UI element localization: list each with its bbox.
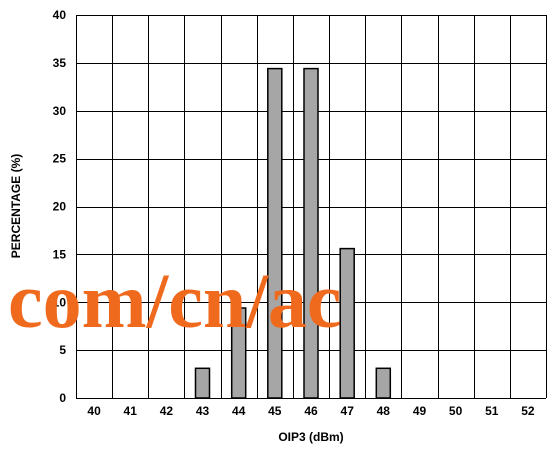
y-axis-title: PERCENTAGE (%) [9, 154, 23, 258]
y-tick-labels: 0 5 10 15 20 25 30 35 40 [53, 8, 67, 405]
x-tick-label: 40 [87, 404, 101, 418]
y-tick-label: 25 [53, 152, 67, 166]
y-tick-label: 0 [59, 391, 66, 405]
y-tick-label: 15 [53, 247, 67, 261]
x-tick-label: 49 [413, 404, 427, 418]
x-tick-label: 50 [449, 404, 463, 418]
x-tick-label: 42 [160, 404, 174, 418]
bar-46 [303, 67, 319, 399]
x-tick-label: 44 [232, 404, 246, 418]
x-tick-label: 47 [341, 404, 355, 418]
bar-47 [339, 247, 355, 399]
y-tick-label: 20 [53, 200, 67, 214]
x-tick-label: 45 [268, 404, 282, 418]
y-tick-label: 10 [53, 295, 67, 309]
bar-48 [375, 367, 392, 399]
watermark-text: com/cn/ac [8, 257, 342, 344]
x-tick-label: 52 [521, 404, 535, 418]
bar-44 [230, 307, 247, 399]
y-tick-label: 5 [59, 343, 66, 357]
bars-group [194, 67, 392, 399]
x-tick-label: 43 [196, 404, 210, 418]
y-tick-label: 30 [53, 104, 67, 118]
x-tick-label: 51 [485, 404, 499, 418]
bar-45 [267, 67, 283, 399]
x-tick-label: 46 [304, 404, 318, 418]
bar-43 [194, 367, 211, 399]
x-tick-labels: 40 41 42 43 44 45 46 47 48 49 50 51 52 [87, 404, 534, 418]
x-axis-title: OIP3 (dBm) [278, 430, 343, 444]
y-tick-label: 35 [53, 56, 67, 70]
x-tick-label: 41 [124, 404, 138, 418]
x-tick-label: 48 [377, 404, 391, 418]
y-tick-label: 40 [53, 8, 67, 22]
